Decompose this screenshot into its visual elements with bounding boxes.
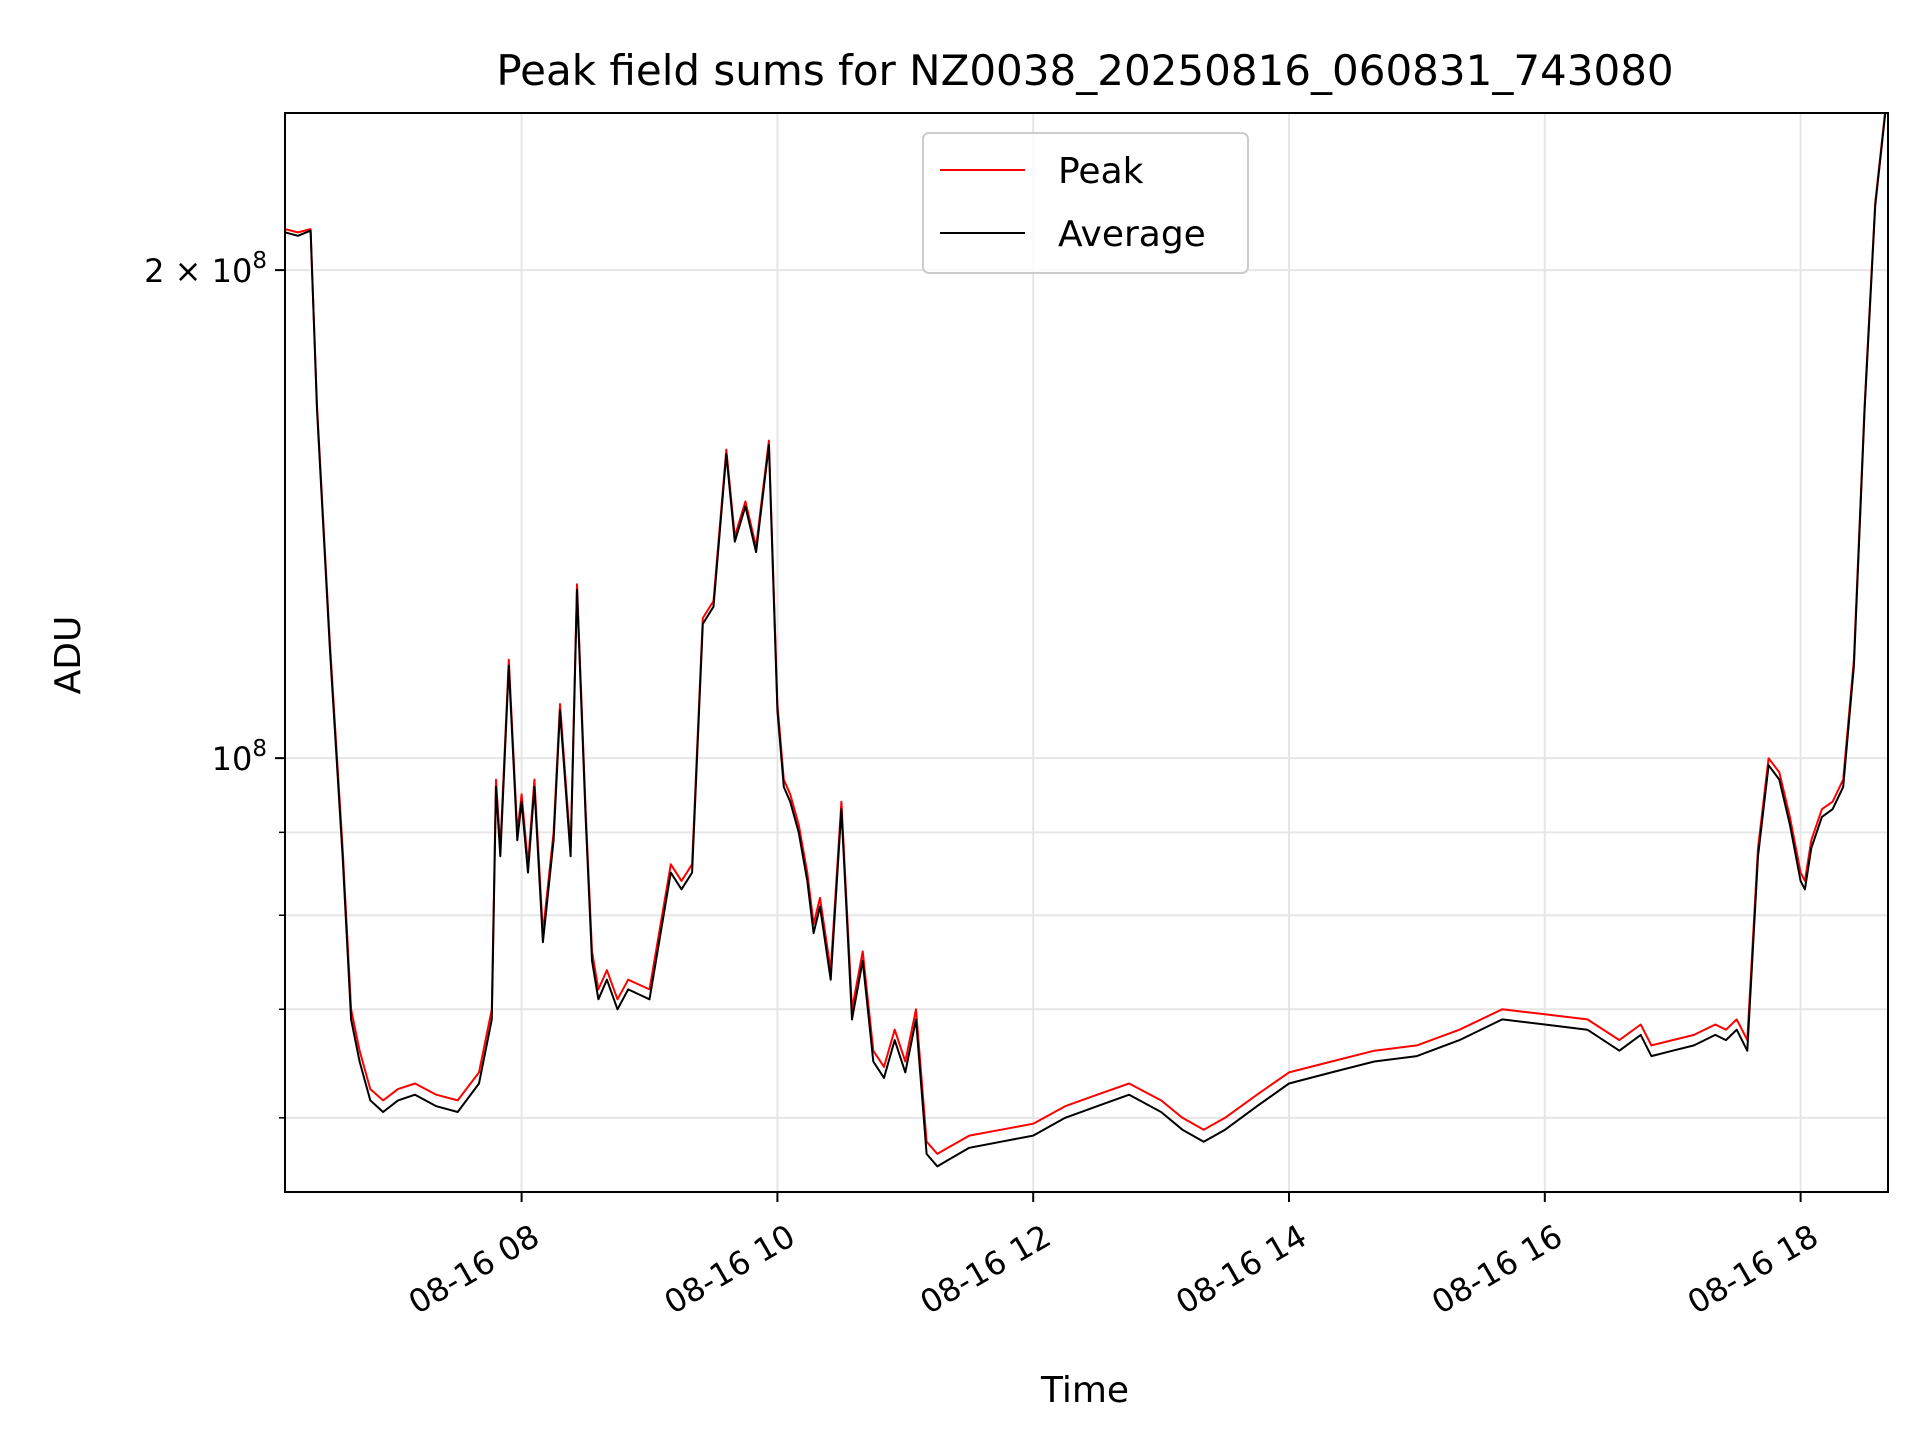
y-tick-label: 108	[212, 736, 267, 778]
plot-frame	[284, 112, 1889, 1193]
x-tick-label: 08-16 18	[1681, 1217, 1825, 1322]
series-layer	[285, 113, 1887, 1168]
chart-title: Peak field sums for NZ0038_20250816_0608…	[496, 46, 1673, 95]
grid	[285, 113, 1888, 1192]
x-tick-label: 08-16 12	[914, 1217, 1058, 1322]
x-axis-label: Time	[1040, 1370, 1129, 1411]
series-line-average	[285, 113, 1887, 1168]
legend-box	[922, 132, 1249, 274]
x-axis: 08-16 08 08-16 10 08-16 12 08-16 14 08-16 16…	[402, 1192, 1825, 1322]
legend-label-peak: Peak	[1058, 151, 1144, 192]
legend-label-average: Average	[1058, 214, 1206, 255]
x-tick-label: 08-16 16	[1425, 1217, 1569, 1322]
x-tick-label: 08-16 08	[402, 1217, 546, 1322]
x-tick-label: 08-16 10	[658, 1217, 802, 1322]
legend: Peak Average	[922, 132, 1249, 274]
x-tick-label: 08-16 14	[1169, 1217, 1313, 1322]
y-tick-label: 2 × 108	[144, 248, 267, 290]
y-axis: 108 2 × 108	[144, 248, 285, 1119]
y-axis-label: ADU	[48, 616, 89, 695]
